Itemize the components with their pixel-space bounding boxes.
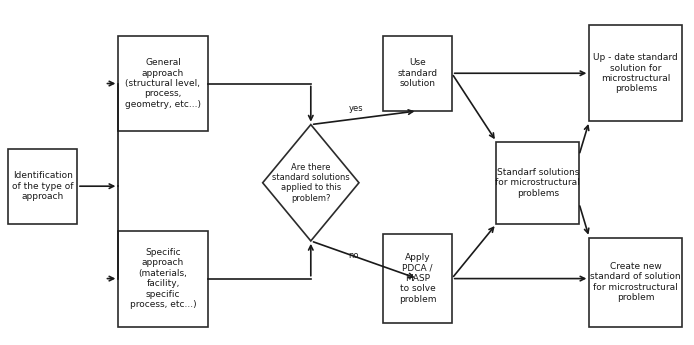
Text: Use
standard
solution: Use standard solution [398, 58, 437, 88]
Text: Create new
standard of solution
for microstructural
problem: Create new standard of solution for micr… [591, 262, 681, 302]
FancyBboxPatch shape [589, 25, 682, 121]
FancyBboxPatch shape [118, 36, 208, 131]
Text: Are there
standard solutions
applied to this
problem?: Are there standard solutions applied to … [272, 162, 350, 203]
Text: Specific
approach
(materials,
facility,
specific
process, etc...): Specific approach (materials, facility, … [130, 248, 196, 309]
Text: General
approach
(structural level,
process,
geometry, etc...): General approach (structural level, proc… [125, 58, 201, 109]
FancyBboxPatch shape [383, 36, 452, 111]
Text: Apply
PDCA /
MASP
to solve
problem: Apply PDCA / MASP to solve problem [398, 253, 436, 304]
FancyBboxPatch shape [496, 142, 579, 224]
Text: Identification
of the type of
approach: Identification of the type of approach [12, 171, 74, 201]
Text: yes: yes [348, 104, 363, 112]
FancyBboxPatch shape [589, 237, 682, 326]
Polygon shape [262, 125, 359, 241]
FancyBboxPatch shape [118, 231, 208, 326]
FancyBboxPatch shape [383, 234, 452, 323]
Text: Up - date standard
solution for
microstructural
problems: Up - date standard solution for microstr… [593, 53, 678, 93]
FancyBboxPatch shape [8, 149, 77, 224]
Text: Standarf solutions
for microstructural
problems: Standarf solutions for microstructural p… [496, 168, 580, 198]
Text: no: no [348, 251, 359, 260]
